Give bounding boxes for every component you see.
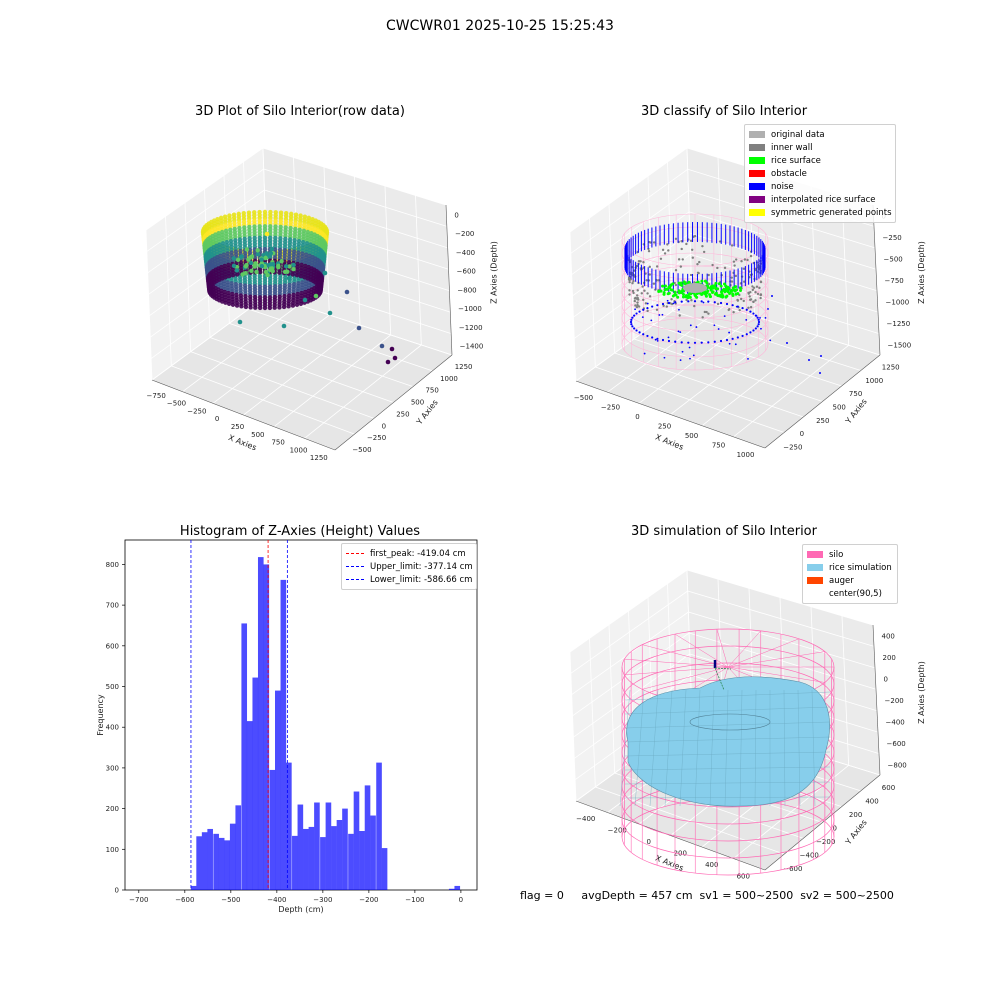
sim-y-axis-label: Y Axies bbox=[843, 818, 869, 847]
raw-z-tick: −200 bbox=[455, 230, 474, 238]
raw-grid-line bbox=[184, 202, 192, 352]
sim-x-tick: 600 bbox=[737, 872, 750, 880]
raw-x-tick: −500 bbox=[167, 400, 186, 408]
raw-y-tick: 1250 bbox=[455, 363, 473, 371]
raw-x-tick: 250 bbox=[231, 423, 244, 431]
raw-grid-line bbox=[190, 351, 375, 419]
sim-y-tick: 200 bbox=[849, 811, 862, 819]
raw-y-tick: −250 bbox=[367, 434, 386, 442]
raw-grid-line bbox=[384, 185, 392, 336]
raw-z-tick: −600 bbox=[457, 268, 476, 276]
raw-x-axis-line bbox=[151, 379, 336, 451]
raw-z-tick: −1000 bbox=[458, 305, 482, 313]
raw-grid-line bbox=[229, 322, 414, 388]
sim-z-axis-label: Z Axies (Depth) bbox=[917, 661, 926, 724]
legend-label: auger bbox=[829, 575, 854, 586]
sim-z-tick: 0 bbox=[884, 676, 888, 684]
legend-swatch bbox=[807, 564, 823, 571]
legend-label: silo bbox=[829, 549, 844, 560]
legend-swatch bbox=[807, 590, 823, 597]
sim-z-tick: 200 bbox=[883, 654, 896, 662]
raw-y-axis-line bbox=[334, 354, 453, 451]
raw-x-tick: 1000 bbox=[290, 446, 308, 454]
raw-grid-line bbox=[262, 147, 447, 206]
figure-suptitle: CWCWR01 2025-10-25 15:25:43 bbox=[386, 18, 614, 34]
sim-z-tick: −400 bbox=[886, 718, 905, 726]
raw-x-tick: 0 bbox=[215, 415, 219, 423]
raw-grid-line bbox=[146, 168, 264, 252]
legend-entry: rice simulation bbox=[807, 561, 893, 574]
raw-y-tick: 250 bbox=[396, 410, 409, 418]
raw-grid-line bbox=[145, 147, 264, 231]
raw-grid-line bbox=[263, 168, 447, 227]
raw-grid-line bbox=[264, 189, 448, 249]
raw-grid-line bbox=[171, 365, 355, 435]
legend-swatch bbox=[807, 551, 823, 558]
raw-y-tick: −500 bbox=[352, 446, 371, 454]
raw-x-tick: −750 bbox=[147, 392, 166, 400]
raw-z-tick: −400 bbox=[456, 249, 475, 257]
raw-y-tick: 750 bbox=[425, 387, 438, 395]
legend-swatch bbox=[807, 577, 823, 584]
raw-grid-line bbox=[265, 231, 450, 292]
simulation-legend: silo rice simulation auger center(90,5) bbox=[802, 544, 898, 604]
legend-entry: center(90,5) bbox=[807, 587, 893, 600]
raw-z-tick: 0 bbox=[454, 211, 458, 219]
status-line: flag = 0 avgDepth = 457 cm sv1 = 500~250… bbox=[520, 889, 894, 902]
raw-x-tick: −250 bbox=[187, 407, 206, 415]
raw-x-tick: 500 bbox=[251, 431, 264, 439]
raw-x-tick: 1250 bbox=[310, 454, 328, 462]
raw-grid-line bbox=[145, 229, 153, 381]
sim-z-tick: 400 bbox=[882, 633, 895, 641]
raw-floor-pane bbox=[152, 295, 452, 450]
raw-y-tick: 0 bbox=[382, 422, 386, 430]
legend-label: rice simulation bbox=[829, 562, 892, 573]
sim-x-tick: 400 bbox=[705, 861, 718, 869]
legend-label: center(90,5) bbox=[829, 588, 882, 599]
raw-z-tick: −1200 bbox=[459, 324, 483, 332]
raw-grid-line bbox=[248, 308, 433, 372]
raw-grid-line bbox=[165, 216, 172, 366]
legend-entry: auger bbox=[807, 574, 893, 587]
raw-grid-line bbox=[209, 337, 394, 403]
sim-z-tick: −200 bbox=[885, 697, 904, 705]
sim-y-tick: 400 bbox=[865, 797, 878, 805]
raw-x-tick: 750 bbox=[271, 439, 284, 447]
raw-y-tick: 1000 bbox=[440, 375, 458, 383]
raw-z-tick: −1400 bbox=[460, 343, 484, 351]
sim-z-tick: −600 bbox=[887, 740, 906, 748]
sim-y-tick: 600 bbox=[882, 784, 895, 792]
raw-y-tick: 500 bbox=[411, 399, 424, 407]
raw-z-tick: −800 bbox=[457, 286, 476, 294]
raw-grid-line bbox=[354, 176, 361, 326]
raw-z-axis-label: Z Axies (Depth) bbox=[490, 241, 499, 304]
raw-z-axis-line bbox=[445, 204, 453, 356]
raw-grid-line bbox=[415, 195, 422, 346]
raw-panel-title: 3D Plot of Silo Interior(row data) bbox=[195, 104, 405, 119]
sim-z-tick: −800 bbox=[888, 761, 907, 769]
legend-entry: silo bbox=[807, 548, 893, 561]
sim-x-tick: −400 bbox=[576, 815, 595, 823]
